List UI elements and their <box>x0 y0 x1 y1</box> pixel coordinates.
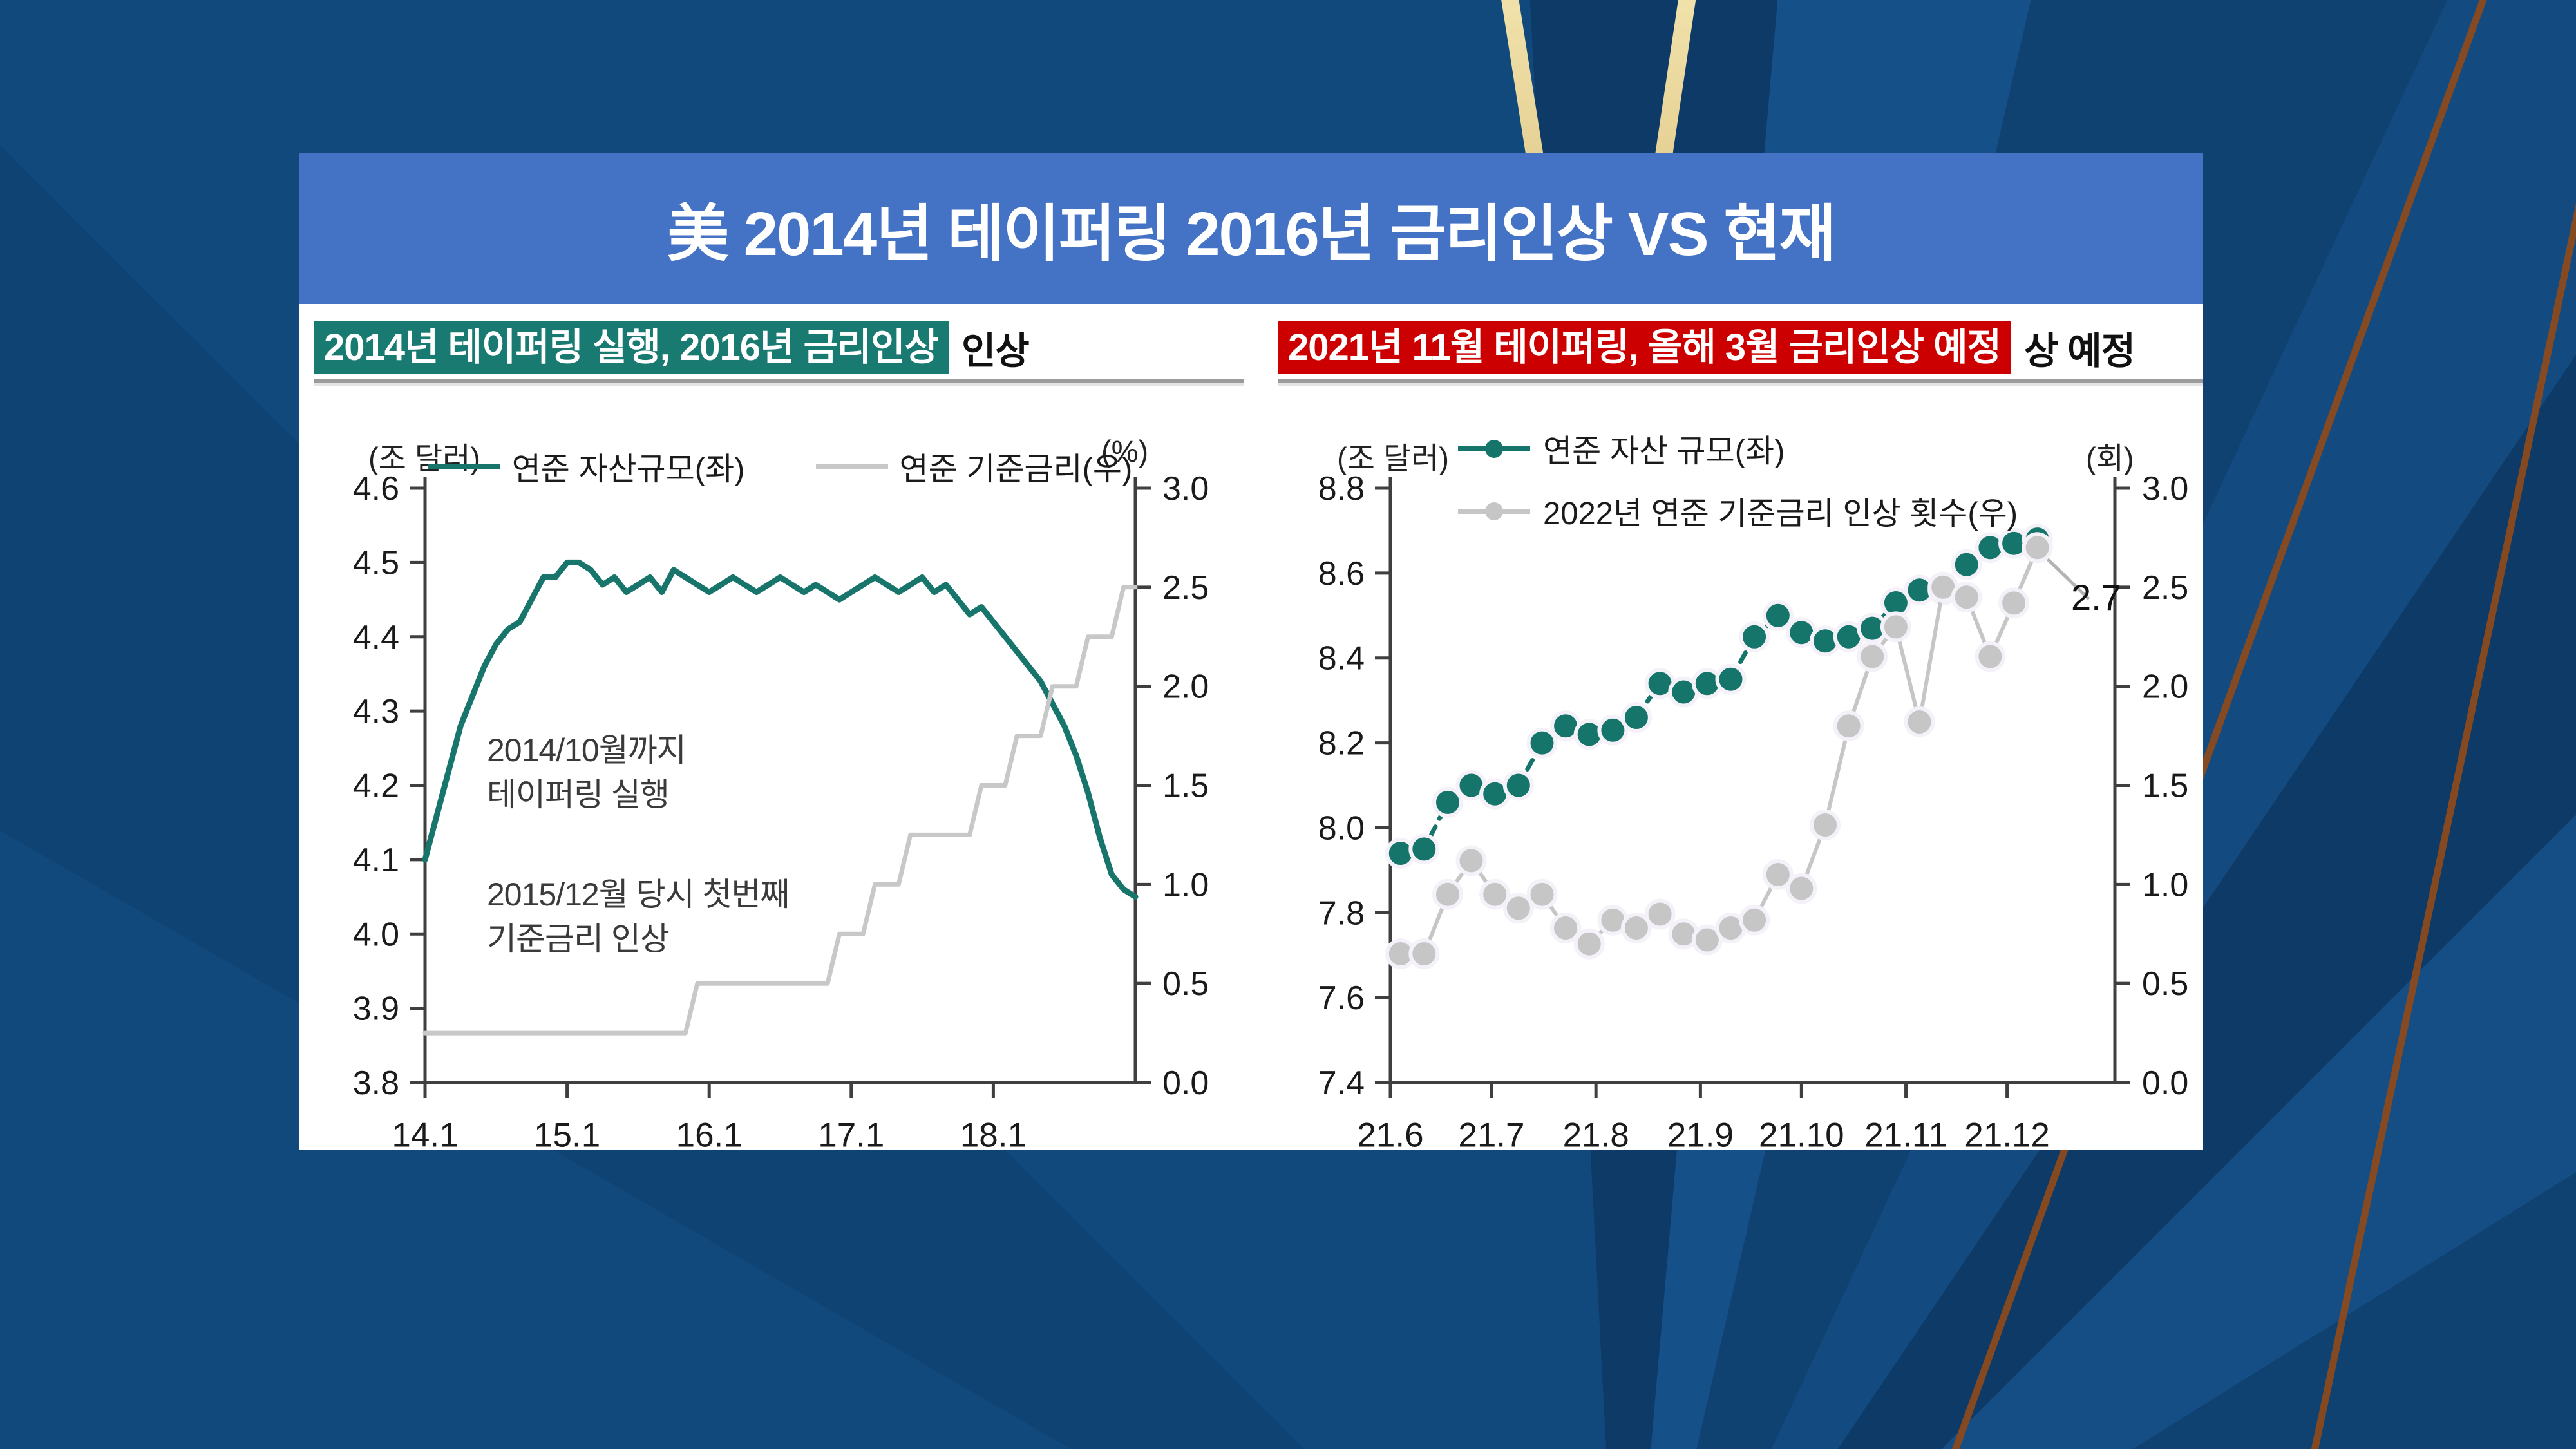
svg-text:0.5: 0.5 <box>1162 965 1209 1003</box>
svg-text:18.1: 18.1 <box>960 1117 1027 1150</box>
svg-text:21.11: 21.11 <box>1864 1117 1947 1150</box>
annotation-line: 기준금리 인상 <box>487 921 670 957</box>
svg-text:21.10: 21.10 <box>1759 1117 1844 1150</box>
svg-text:17.1: 17.1 <box>818 1117 884 1150</box>
annotation-tapering: 2014/10월까지 테이퍼링 실행 <box>487 728 687 817</box>
svg-text:0.5: 0.5 <box>2142 965 2188 1003</box>
title-banner: 美 2014년 테이퍼링 2016년 금리인상 VS 현재 <box>299 153 2203 304</box>
callout-2-7: 2.7 <box>2071 577 2121 618</box>
annotation-line: 2014/10월까지 <box>487 732 687 768</box>
left-chart-unit-right-axis: (%) <box>1101 434 1149 468</box>
legend-label: 연준 자산규모(좌) <box>511 452 745 487</box>
legend-label: 연준 기준금리(우) <box>899 452 1133 487</box>
svg-text:1.0: 1.0 <box>2142 866 2188 904</box>
content-panel: 美 2014년 테이퍼링 2016년 금리인상 VS 현재 2014년 테이퍼링… <box>299 153 2203 1150</box>
svg-text:8.4: 8.4 <box>1318 640 1365 677</box>
legend-item-rate: 연준 기준금리(우) <box>815 444 1133 489</box>
left-chart-legend: 연준 자산규모(좌) 연준 기준금리(우) <box>425 444 1135 489</box>
right-chart: 8.8 8.6 8.4 8.2 8.0 7.8 7.6 7.4 3.0 2.5 2.0 1.5 1.0 0… <box>1318 470 2189 1150</box>
annotation-first-hike: 2015/12월 당시 첫번째 기준금리 인상 <box>487 873 790 961</box>
svg-text:3.9: 3.9 <box>353 990 399 1028</box>
svg-text:2.0: 2.0 <box>1162 668 1209 706</box>
left-chart-unit-left-axis: (조 달러) <box>368 441 481 475</box>
svg-text:21.9: 21.9 <box>1667 1117 1734 1150</box>
legend-item-assets: 연준 자산규모(좌) <box>428 444 745 489</box>
legend-label: 2022년 연준 기준금리 인상 횟수(우) <box>1543 497 2018 531</box>
left-header-highlight: 2014년 테이퍼링 실행, 2016년 금리인상 <box>314 321 949 374</box>
left-section-header: 2014년 테이퍼링 실행, 2016년 금리인상 인상 <box>314 321 1030 375</box>
left-chart: 4.6 4.5 4.4 4.3 4.2 4.1 4.0 3.9 3.8 3.0 2.5 2.0 1.5 1… <box>353 470 1209 1150</box>
svg-text:7.8: 7.8 <box>1318 895 1365 932</box>
svg-text:7.4: 7.4 <box>1318 1065 1365 1102</box>
right-chart-unit-left-axis: (조 달러) <box>1337 441 1450 475</box>
svg-text:4.2: 4.2 <box>353 768 399 805</box>
gray-line-swatch <box>815 464 888 469</box>
svg-text:21.7: 21.7 <box>1458 1117 1524 1150</box>
svg-text:8.0: 8.0 <box>1318 810 1365 847</box>
svg-text:14.1: 14.1 <box>392 1117 458 1150</box>
svg-text:3.8: 3.8 <box>353 1065 399 1102</box>
svg-text:16.1: 16.1 <box>676 1117 743 1150</box>
svg-text:3.0: 3.0 <box>2142 470 2188 507</box>
svg-text:2.5: 2.5 <box>2142 569 2188 607</box>
svg-text:4.3: 4.3 <box>353 693 399 730</box>
right-chart-legend-row-assets: 연준 자산 규모(좌) <box>1458 426 1785 471</box>
svg-text:15.1: 15.1 <box>534 1117 600 1150</box>
svg-text:1.5: 1.5 <box>1162 768 1209 805</box>
right-chart-legend-row-hikes: 2022년 연준 기준금리 인상 횟수(우) <box>1458 488 2018 534</box>
annotation-line: 테이퍼링 실행 <box>487 777 670 813</box>
teal-line-dot-swatch <box>1458 439 1530 458</box>
annotation-line: 2015/12월 당시 첫번째 <box>487 876 790 913</box>
gray-line-dot-swatch <box>1458 502 1530 520</box>
legend-label: 연준 자산 규모(좌) <box>1543 434 1785 469</box>
svg-text:1.5: 1.5 <box>2142 768 2188 805</box>
left-divider-rule <box>314 379 1244 383</box>
svg-text:1.0: 1.0 <box>1162 866 1209 904</box>
svg-text:8.8: 8.8 <box>1318 470 1365 507</box>
svg-text:2.0: 2.0 <box>2142 668 2188 706</box>
svg-text:0.0: 0.0 <box>2142 1065 2188 1102</box>
teal-line-swatch <box>428 464 500 469</box>
svg-text:4.0: 4.0 <box>353 916 399 953</box>
svg-text:4.4: 4.4 <box>353 619 399 656</box>
right-header-tail: 상 예정 <box>2023 330 2136 372</box>
svg-text:8.2: 8.2 <box>1318 725 1365 762</box>
charts-canvas: 4.6 4.5 4.4 4.3 4.2 4.1 4.0 3.9 3.8 3.0 2.5 2.0 1.5 1… <box>353 470 2189 1150</box>
right-chart-unit-right-axis: (회) <box>2086 441 2134 475</box>
left-header-tail: 인상 <box>961 330 1030 372</box>
svg-text:4.1: 4.1 <box>353 842 399 879</box>
svg-text:2.5: 2.5 <box>1162 569 1209 607</box>
slide-title: 美 2014년 테이퍼링 2016년 금리인상 VS 현재 <box>667 200 1836 269</box>
svg-text:21.6: 21.6 <box>1357 1117 1423 1150</box>
right-header-highlight: 2021년 11월 테이퍼링, 올해 3월 금리인상 예정 <box>1278 321 2011 374</box>
svg-text:4.5: 4.5 <box>353 544 399 582</box>
svg-text:8.6: 8.6 <box>1318 555 1365 592</box>
svg-text:7.6: 7.6 <box>1318 980 1365 1017</box>
svg-text:4.6: 4.6 <box>353 470 399 507</box>
right-divider-rule <box>1278 379 2203 383</box>
right-section-header: 2021년 11월 테이퍼링, 올해 3월 금리인상 예정 상 예정 <box>1278 321 2135 375</box>
svg-text:3.0: 3.0 <box>1162 470 1209 507</box>
svg-text:21.12: 21.12 <box>1964 1117 2050 1150</box>
svg-text:0.0: 0.0 <box>1162 1065 1209 1102</box>
svg-text:21.8: 21.8 <box>1563 1117 1629 1150</box>
